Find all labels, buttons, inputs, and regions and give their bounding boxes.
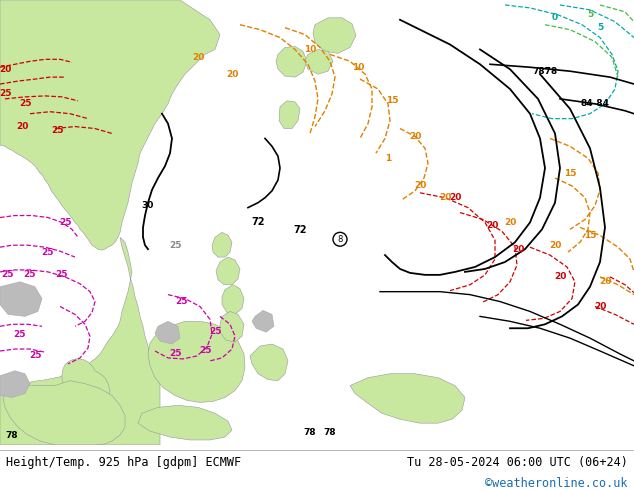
Text: 78: 78 [324,428,336,437]
Text: 7878: 7878 [533,67,558,75]
Text: 25: 25 [52,126,64,135]
Polygon shape [276,47,307,77]
Polygon shape [220,312,244,342]
Text: 5: 5 [597,23,603,32]
Text: 25: 25 [23,270,36,279]
Text: 78: 78 [304,428,316,437]
Polygon shape [148,321,245,402]
Text: 25: 25 [169,241,181,250]
Polygon shape [155,321,180,344]
Polygon shape [250,344,288,381]
Polygon shape [305,49,333,74]
Text: 8: 8 [337,235,343,244]
Text: 20: 20 [16,122,28,131]
Text: 20: 20 [594,302,606,311]
Polygon shape [0,237,160,445]
Text: 20: 20 [414,181,426,191]
Text: 25: 25 [42,247,55,257]
Polygon shape [212,232,232,257]
Polygon shape [62,359,110,419]
Text: 25: 25 [59,218,71,227]
Text: Height/Temp. 925 hPa [gdpm] ECMWF: Height/Temp. 925 hPa [gdpm] ECMWF [6,457,242,469]
Text: 25: 25 [2,270,14,279]
Text: 20: 20 [449,193,461,202]
Polygon shape [0,371,30,397]
Text: 20: 20 [192,53,204,62]
Text: 30: 30 [142,201,154,210]
Text: 20: 20 [512,245,524,254]
Text: 5: 5 [587,10,593,19]
Polygon shape [279,101,300,128]
Polygon shape [216,257,240,285]
Text: 25: 25 [0,90,11,98]
Text: 72: 72 [251,218,265,227]
Polygon shape [3,381,125,445]
Text: 72: 72 [294,225,307,235]
Polygon shape [138,405,232,440]
Text: 20: 20 [226,70,238,79]
Text: 1: 1 [385,154,391,163]
Text: 15: 15 [385,97,398,105]
Text: Tu 28-05-2024 06:00 UTC (06+24): Tu 28-05-2024 06:00 UTC (06+24) [407,457,628,469]
Text: 20: 20 [439,193,451,202]
Text: 84-84: 84-84 [581,99,609,108]
Text: 25: 25 [14,330,26,339]
Text: 20: 20 [598,277,611,286]
Text: 15: 15 [564,169,576,177]
Text: 0: 0 [552,13,558,23]
Text: 15: 15 [584,231,596,240]
Text: 25: 25 [29,351,41,361]
Text: 25: 25 [56,270,68,279]
Text: 20: 20 [0,65,11,74]
Text: 25: 25 [209,327,221,336]
Text: 25: 25 [19,99,31,108]
Text: 10: 10 [352,63,364,72]
Text: 20: 20 [554,272,566,281]
Text: 25: 25 [176,297,188,306]
Text: 20: 20 [549,241,561,250]
Text: 20: 20 [409,132,421,141]
Text: 25: 25 [169,349,181,359]
Text: 10: 10 [304,45,316,54]
Polygon shape [0,282,42,317]
Polygon shape [313,18,356,53]
Text: 20: 20 [504,218,516,227]
Text: ©weatheronline.co.uk: ©weatheronline.co.uk [485,477,628,490]
Polygon shape [0,0,220,250]
Text: 20: 20 [486,221,498,230]
Polygon shape [222,285,244,315]
Polygon shape [350,374,465,423]
Text: 25: 25 [198,346,211,355]
Polygon shape [252,311,274,332]
Text: 78: 78 [6,431,18,440]
